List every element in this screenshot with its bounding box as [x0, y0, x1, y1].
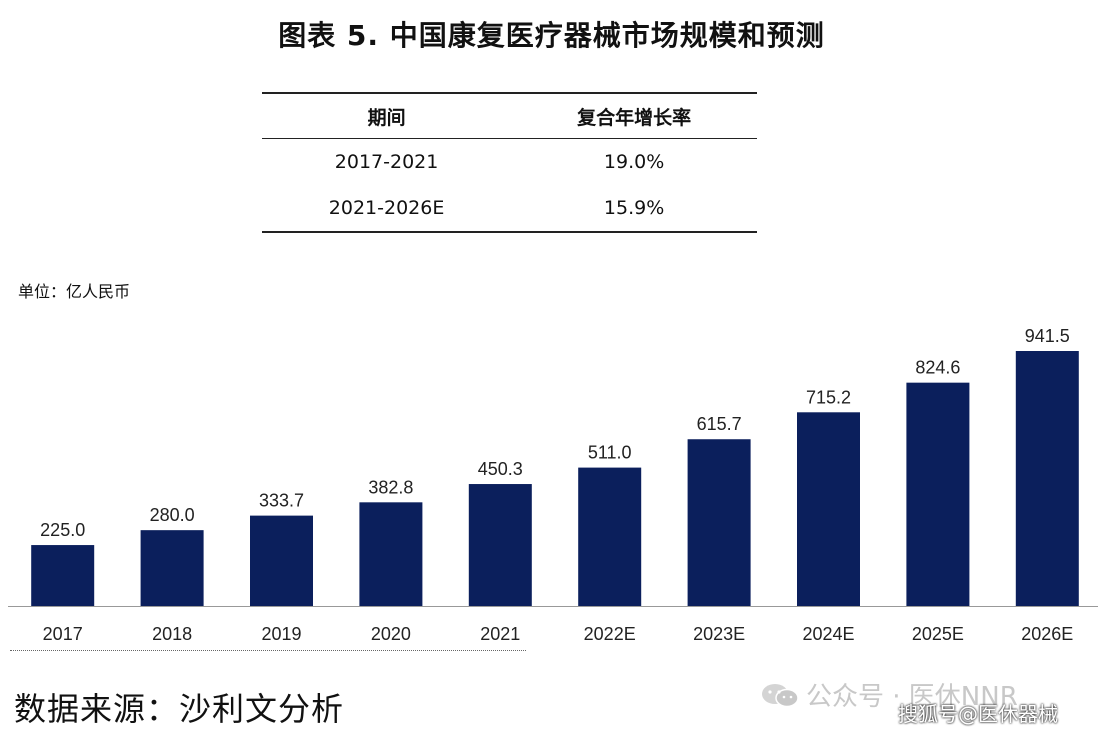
period-cell: 2017-2021 — [334, 151, 439, 173]
x-tick-label: 2019 — [261, 624, 301, 644]
data-label: 941.5 — [1025, 326, 1070, 346]
data-label: 615.7 — [697, 414, 742, 434]
data-label: 511.0 — [588, 443, 632, 463]
watermark-account: 公众号 · 医休NNR — [760, 676, 1018, 713]
data-label: 382.8 — [368, 477, 413, 497]
bar-2017 — [31, 545, 95, 606]
x-tick-label: 2022E — [584, 624, 636, 644]
dotted-divider — [10, 650, 526, 651]
bar-2025E — [906, 382, 970, 606]
bar-2024E — [797, 412, 860, 606]
rate-cell: 15.9% — [603, 197, 665, 219]
watermark-sohu: 搜狐号@医休器械 — [898, 702, 1058, 726]
data-label: 225.0 — [40, 520, 85, 540]
x-tick-label: 2024E — [802, 624, 854, 644]
data-label: 824.6 — [915, 358, 960, 378]
cagr-table: 期间 复合年增长率 2017-2021 19.0% 2021-2026E 15.… — [262, 92, 757, 233]
bar-2023E — [687, 439, 751, 606]
wechat-icon — [762, 683, 799, 707]
data-label: 715.2 — [806, 387, 851, 407]
x-tick-label: 2018 — [152, 624, 192, 644]
bar-2026E — [1015, 351, 1079, 606]
x-tick-label: 2020 — [371, 624, 411, 644]
table-row: 2017-2021 19.0% — [262, 139, 757, 186]
unit-label: 单位：亿人民币 — [18, 282, 131, 301]
bar-2019 — [250, 515, 313, 606]
bar-2021 — [468, 484, 532, 606]
period-cell: 2021-2026E — [328, 197, 445, 219]
header-period: 期间 — [367, 106, 406, 129]
rate-cell: 19.0% — [603, 151, 665, 173]
chart-title: 图表 5. 中国康复医疗器械市场规模和预测 — [278, 19, 825, 52]
bar-2020 — [359, 502, 423, 606]
watermark-line1: 公众号 · 医休NNR — [806, 682, 1018, 712]
bar-2022E — [578, 467, 642, 606]
bar-2018 — [140, 530, 204, 606]
data-label: 280.0 — [150, 505, 195, 525]
bar-chart: 225.0 2017 280.0 2018 333.7 2019 382.8 2020 450.… — [8, 326, 1098, 644]
x-tick-label: 2021 — [480, 624, 520, 644]
x-tick-label: 2025E — [912, 624, 964, 644]
source-note: 数据来源：沙利文分析 — [14, 690, 345, 728]
header-cagr: 复合年增长率 — [577, 106, 692, 129]
data-label: 450.3 — [478, 459, 523, 479]
data-label: 333.7 — [259, 491, 304, 511]
x-tick-label: 2023E — [693, 624, 745, 644]
table-header-row: 期间 复合年增长率 — [262, 93, 757, 139]
x-tick-label: 2017 — [43, 624, 83, 644]
table-row: 2021-2026E 15.9% — [262, 185, 757, 232]
x-tick-label: 2026E — [1021, 624, 1073, 644]
